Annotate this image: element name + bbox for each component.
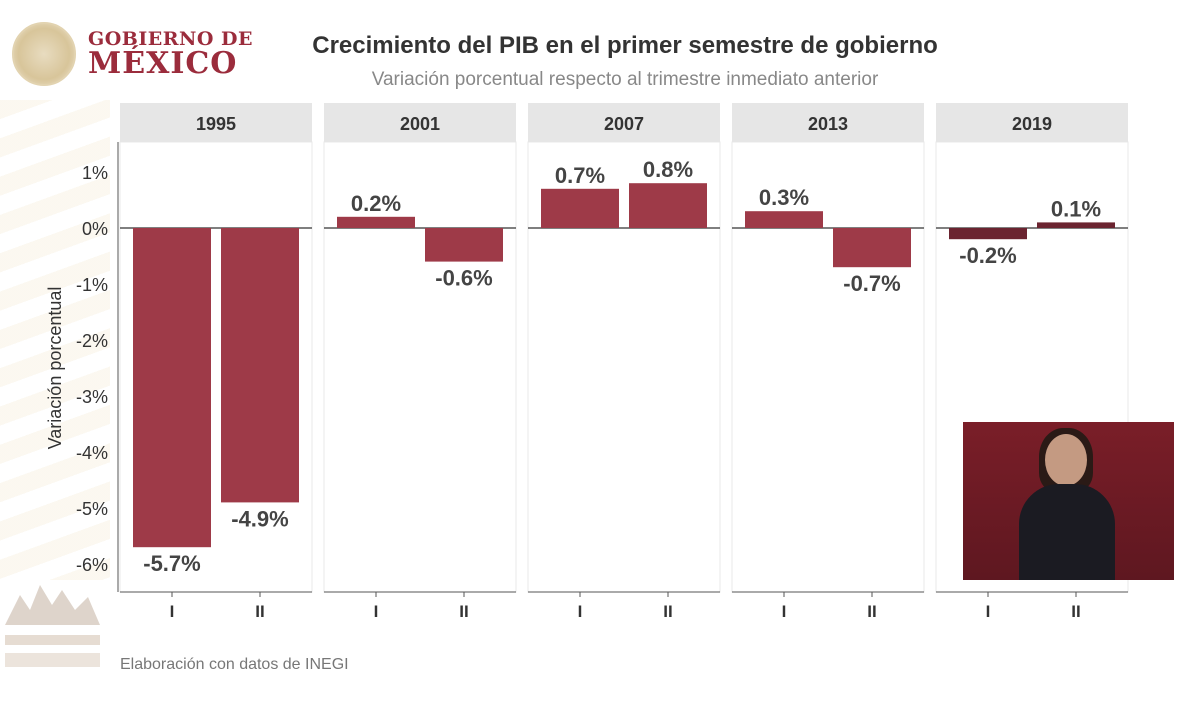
bar-2019-II xyxy=(1037,222,1115,228)
facet-2013: 2013 0.3% I -0.7% II xyxy=(731,103,925,621)
y-tick-label: 0% xyxy=(82,219,108,239)
y-tick-label: -4% xyxy=(76,443,108,463)
x-tick-label: I xyxy=(578,602,583,621)
y-tick-label: -5% xyxy=(76,499,108,519)
facet-strip xyxy=(120,103,312,142)
logo-line2: MÉXICO xyxy=(88,45,238,81)
y-tick-label: 1% xyxy=(82,163,108,183)
facet-strip xyxy=(936,103,1128,142)
national-seal-icon xyxy=(12,22,76,86)
data-label: 0.8% xyxy=(643,157,693,182)
data-label: 0.7% xyxy=(555,163,605,188)
bar-1995-II xyxy=(221,228,299,503)
data-label: 0.3% xyxy=(759,185,809,210)
bar-2007-II xyxy=(629,183,707,228)
data-label: -5.7% xyxy=(143,551,200,576)
facet-strip-label: 2013 xyxy=(808,114,848,134)
x-tick-label: I xyxy=(782,602,787,621)
x-tick-label: II xyxy=(663,602,672,621)
bar-2001-I xyxy=(337,216,415,228)
data-label: 0.1% xyxy=(1051,196,1101,221)
facet-2007: 2007 0.7% I 0.8% II xyxy=(527,103,721,621)
bar-2001-II xyxy=(425,228,503,262)
x-tick-label: II xyxy=(459,602,468,621)
chart-title: Crecimiento del PIB en el primer semestr… xyxy=(312,32,938,59)
y-tick-label: -6% xyxy=(76,555,108,575)
sign-language-interpreter-video xyxy=(963,422,1174,580)
background-watermark xyxy=(0,100,110,580)
bar-2013-II xyxy=(833,228,911,268)
facet-strip-label: 1995 xyxy=(196,114,236,134)
x-tick-label: I xyxy=(170,602,175,621)
logo-line1: GOBIERNO DE xyxy=(88,27,253,50)
x-tick-label: I xyxy=(986,602,991,621)
y-axis-label: Variación porcentual xyxy=(45,287,65,450)
data-label: -0.6% xyxy=(435,266,492,291)
facet-strip xyxy=(528,103,720,142)
chart-subtitle: Variación porcentual respecto al trimest… xyxy=(371,69,879,90)
y-tick-label: -3% xyxy=(76,387,108,407)
data-label: 0.2% xyxy=(351,191,401,216)
facet-strip-label: 2019 xyxy=(1012,114,1052,134)
data-label: -4.9% xyxy=(231,506,288,531)
bar-2007-I xyxy=(541,188,619,228)
facet-strip-label: 2007 xyxy=(604,114,644,134)
x-tick-label: II xyxy=(867,602,876,621)
facet-strip xyxy=(324,103,516,142)
source-caption: Elaboración con datos de INEGI xyxy=(120,656,349,673)
bar-1995-I xyxy=(133,228,211,548)
facet-1995: 1995 -5.7% I -4.9% II xyxy=(119,103,313,621)
facet-2001: 2001 0.2% I -0.6% II xyxy=(323,103,517,621)
bar-2019-I xyxy=(949,228,1027,240)
bottom-heroes-logo xyxy=(0,565,110,685)
x-tick-label: II xyxy=(1071,602,1080,621)
data-label: -0.7% xyxy=(843,271,900,296)
data-label: -0.2% xyxy=(959,243,1016,268)
x-tick-label: I xyxy=(374,602,379,621)
facet-strip-label: 2001 xyxy=(400,114,440,134)
y-tick-label: -1% xyxy=(76,275,108,295)
bar-2013-I xyxy=(745,211,823,228)
facet-strip xyxy=(732,103,924,142)
gobierno-logo: GOBIERNO DE MÉXICO xyxy=(12,22,253,86)
y-tick-label: -2% xyxy=(76,331,108,351)
x-tick-label: II xyxy=(255,602,264,621)
